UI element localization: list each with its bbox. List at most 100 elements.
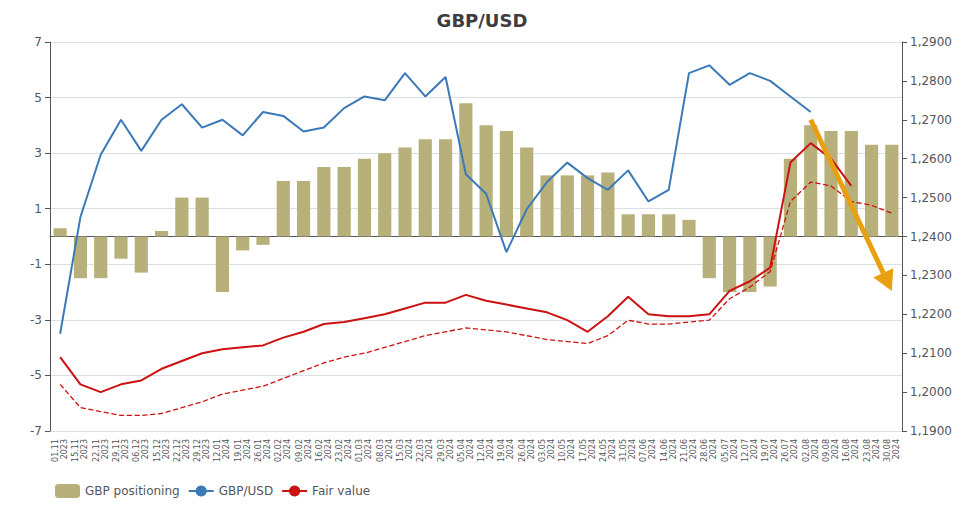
svg-text:1,2100: 1,2100 (910, 346, 952, 360)
svg-text:24.05: 24.05 (599, 439, 608, 462)
svg-text:2024: 2024 (222, 439, 231, 459)
svg-text:2024: 2024 (324, 439, 333, 459)
svg-text:28.06: 28.06 (700, 439, 709, 462)
svg-text:02.08: 02.08 (802, 439, 811, 462)
svg-text:2024: 2024 (730, 439, 739, 459)
svg-text:2024: 2024 (283, 439, 292, 459)
svg-text:1,2800: 1,2800 (910, 74, 952, 88)
svg-text:03.05: 03.05 (538, 439, 547, 462)
svg-text:2024: 2024 (344, 439, 353, 459)
svg-text:05.04: 05.04 (457, 439, 466, 462)
svg-text:2024: 2024 (689, 439, 698, 459)
svg-text:22.03: 22.03 (416, 439, 425, 462)
svg-text:07.06: 07.06 (639, 439, 648, 462)
svg-text:31.05: 31.05 (619, 439, 628, 462)
svg-text:22.12: 22.12 (173, 439, 182, 462)
svg-text:GBP/USD: GBP/USD (219, 484, 273, 498)
svg-text:2024: 2024 (527, 439, 536, 459)
svg-text:02.02: 02.02 (274, 439, 283, 462)
svg-text:19.04: 19.04 (497, 439, 506, 462)
svg-text:1,2000: 1,2000 (910, 385, 952, 399)
svg-text:2023: 2023 (141, 439, 150, 459)
svg-text:12.01: 12.01 (213, 439, 222, 462)
svg-text:15.03: 15.03 (396, 439, 405, 462)
svg-text:2024: 2024 (669, 439, 678, 459)
svg-text:12.07: 12.07 (741, 439, 750, 462)
svg-text:2024: 2024 (770, 439, 779, 459)
svg-text:2024: 2024 (506, 439, 515, 459)
svg-text:2024: 2024 (851, 439, 860, 459)
svg-text:1,2500: 1,2500 (910, 191, 952, 205)
svg-text:2024: 2024 (831, 439, 840, 459)
svg-text:23.02: 23.02 (335, 439, 344, 462)
svg-text:1,2600: 1,2600 (910, 152, 952, 166)
svg-text:23.08: 23.08 (863, 439, 872, 462)
svg-text:2024: 2024 (263, 439, 272, 459)
svg-text:01.03: 01.03 (355, 439, 364, 462)
svg-text:2023: 2023 (121, 439, 130, 459)
svg-text:2024: 2024 (567, 439, 576, 459)
svg-text:2024: 2024 (486, 439, 495, 459)
svg-text:21.06: 21.06 (680, 439, 689, 462)
svg-text:2024: 2024 (709, 439, 718, 459)
svg-text:2024: 2024 (750, 439, 759, 459)
svg-text:2024: 2024 (608, 439, 617, 459)
svg-text:2023: 2023 (80, 439, 89, 459)
svg-text:2024: 2024 (872, 439, 881, 459)
svg-text:15.11: 15.11 (71, 439, 80, 462)
svg-text:1,2900: 1,2900 (910, 35, 952, 49)
svg-text:2024: 2024 (364, 439, 373, 459)
svg-text:-1: -1 (30, 257, 42, 271)
svg-text:17.05: 17.05 (579, 439, 588, 462)
svg-text:-5: -5 (30, 368, 42, 382)
svg-text:05.07: 05.07 (721, 439, 730, 462)
svg-text:2024: 2024 (588, 439, 597, 459)
svg-text:2023: 2023 (182, 439, 191, 459)
svg-text:01.11: 01.11 (51, 439, 60, 462)
svg-text:1: 1 (34, 202, 42, 216)
svg-text:Fair value: Fair value (312, 484, 370, 498)
svg-text:10.05: 10.05 (558, 439, 567, 462)
svg-text:26.07: 26.07 (781, 439, 790, 462)
svg-text:2024: 2024 (385, 439, 394, 459)
svg-text:26.04: 26.04 (518, 439, 527, 462)
svg-text:09.02: 09.02 (295, 439, 304, 462)
svg-text:2024: 2024 (466, 439, 475, 459)
svg-text:08.03: 08.03 (376, 439, 385, 462)
svg-text:1,2200: 1,2200 (910, 307, 952, 321)
svg-text:2024: 2024 (405, 439, 414, 459)
svg-text:2023: 2023 (162, 439, 171, 459)
svg-text:2023: 2023 (60, 439, 69, 459)
svg-text:2024: 2024 (811, 439, 820, 459)
svg-text:09.08: 09.08 (822, 439, 831, 462)
svg-text:2023: 2023 (202, 439, 211, 459)
svg-text:19.01: 19.01 (234, 439, 243, 462)
svg-text:1,2700: 1,2700 (910, 113, 952, 127)
svg-text:22.11: 22.11 (92, 439, 101, 462)
svg-text:2024: 2024 (547, 439, 556, 459)
svg-text:30.08: 30.08 (883, 439, 892, 462)
svg-text:2024: 2024 (304, 439, 313, 459)
svg-text:2024: 2024 (892, 439, 901, 459)
svg-text:1,2400: 1,2400 (910, 230, 952, 244)
svg-text:29.03: 29.03 (437, 439, 446, 462)
svg-text:-3: -3 (30, 313, 42, 327)
svg-text:2024: 2024 (425, 439, 434, 459)
svg-text:7: 7 (34, 35, 42, 49)
svg-text:19.07: 19.07 (761, 439, 770, 462)
svg-text:2023: 2023 (101, 439, 110, 459)
svg-text:1,2300: 1,2300 (910, 268, 952, 282)
svg-text:3: 3 (34, 146, 42, 160)
svg-text:29.12: 29.12 (193, 439, 202, 462)
svg-text:2024: 2024 (243, 439, 252, 459)
svg-text:12.04: 12.04 (477, 439, 486, 462)
svg-text:1,1900: 1,1900 (910, 424, 952, 438)
svg-text:16.08: 16.08 (842, 439, 851, 462)
svg-text:06.12: 06.12 (132, 439, 141, 462)
svg-text:-7: -7 (30, 424, 42, 438)
svg-text:2024: 2024 (628, 439, 637, 459)
svg-text:2024: 2024 (790, 439, 799, 459)
svg-text:2024: 2024 (648, 439, 657, 459)
svg-text:GBP positioning: GBP positioning (85, 484, 180, 498)
svg-text:2024: 2024 (446, 439, 455, 459)
